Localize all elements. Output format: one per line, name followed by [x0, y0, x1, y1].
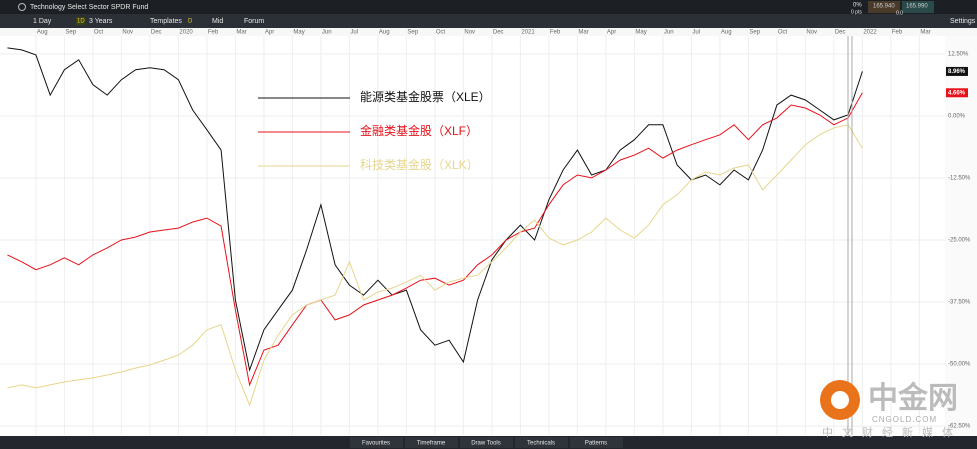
- date-strip: [0, 28, 977, 36]
- tab[interactable]: [570, 437, 623, 448]
- tab-label: Patterns: [585, 441, 607, 447]
- x-tick-label: Apr: [265, 30, 274, 36]
- y-tick-label: 0.00%: [948, 113, 966, 119]
- tab-label: Draw Tools: [471, 441, 501, 447]
- plot: Aug Sep Oct Nov Dec 2020 Feb Mar Apr May Jun Jul Aug…: [0, 30, 971, 435]
- spread: 0.0: [896, 10, 903, 16]
- tab-label: Favourites: [362, 441, 390, 447]
- bid-box[interactable]: [868, 1, 900, 13]
- watermark-logo-icon: [831, 391, 849, 409]
- range-badge: 1D: [77, 19, 85, 25]
- price-axis: [945, 36, 977, 436]
- change-pct: 0%: [853, 3, 862, 9]
- toolbar: [0, 14, 977, 28]
- x-tick-label: Aug: [721, 30, 732, 36]
- x-tick-label: Oct: [94, 30, 104, 36]
- x-tick-label: Feb: [892, 30, 903, 36]
- y-tick-label: -25.00%: [948, 238, 971, 244]
- legend-label: 金融类基金股（XLF）: [360, 123, 478, 138]
- x-tick-label: Sep: [65, 30, 76, 36]
- price-badge: D: [188, 19, 193, 25]
- title-bar: [0, 0, 977, 14]
- change-pts: 0 pts: [851, 9, 862, 15]
- templates[interactable]: Templates: [150, 18, 182, 25]
- interval[interactable]: 1 Day: [33, 18, 52, 25]
- ask-box[interactable]: [902, 1, 934, 13]
- series-line: [7, 47, 863, 372]
- last-value-label: 4.66%: [948, 90, 966, 96]
- y-tick-label: -50.00%: [948, 362, 971, 368]
- tab[interactable]: [350, 437, 403, 448]
- x-tick-label: Nov: [464, 30, 475, 36]
- tab[interactable]: [515, 437, 568, 448]
- x-tick-label: 2020: [179, 30, 193, 36]
- x-tick-label: May: [293, 30, 304, 36]
- x-tick-label: Mar: [236, 30, 246, 36]
- info-icon[interactable]: [18, 3, 26, 11]
- x-tick-label: Apr: [607, 30, 616, 36]
- x-tick-label: Jun: [664, 30, 674, 36]
- x-tick-label: Nov: [806, 30, 817, 36]
- x-tick-label: Jun: [322, 30, 332, 36]
- x-tick-label: Sep: [749, 30, 760, 36]
- last-value-box: [946, 66, 968, 76]
- price-type[interactable]: Mid: [212, 18, 223, 25]
- x-tick-label: Sep: [407, 30, 418, 36]
- x-tick-label: Dec: [151, 30, 162, 36]
- watermark: 中金网 CNGOLD.COM 中文财经新媒体: [820, 380, 962, 439]
- x-tick-label: Dec: [835, 30, 846, 36]
- ask: 165.990: [906, 4, 928, 10]
- last-value-label: 8.96%: [948, 69, 966, 75]
- last-value-box: [946, 88, 968, 98]
- watermark-logo: 中金网: [868, 381, 958, 415]
- x-tick-label: Jul: [350, 30, 358, 36]
- settings[interactable]: Settings: [950, 18, 976, 25]
- x-tick-label: Aug: [379, 30, 390, 36]
- x-tick-label: Dec: [493, 30, 504, 36]
- forum[interactable]: Forum: [244, 18, 264, 25]
- watermark-site: CNGOLD.COM: [872, 415, 937, 424]
- bottom-tabs: Favourites Timeframe Draw Tools Technicals P…: [350, 437, 623, 448]
- x-tick-label: Oct: [436, 30, 446, 36]
- watermark-slogan: 中文财经新媒体: [822, 425, 962, 439]
- x-tick-label: Oct: [778, 30, 788, 36]
- legend-label: 能源类基金股票（XLE）: [360, 89, 491, 104]
- x-tick-label: Feb: [550, 30, 561, 36]
- x-tick-label: Mar: [920, 30, 930, 36]
- x-tick-label: 2022: [863, 30, 877, 36]
- x-tick-label: May: [635, 30, 646, 36]
- y-tick-label: 12.50%: [948, 51, 969, 57]
- series-line: [7, 124, 863, 407]
- series-line: [7, 92, 863, 387]
- x-tick-label: Feb: [208, 30, 219, 36]
- tab[interactable]: [460, 437, 513, 448]
- range[interactable]: 3 Years: [89, 18, 113, 25]
- range-badge-bg: [76, 17, 85, 25]
- x-tick-label: Aug: [37, 30, 48, 36]
- x-tick-label: Jul: [692, 30, 700, 36]
- tab[interactable]: [405, 437, 458, 448]
- y-tick-label: -62.50%: [948, 424, 971, 430]
- y-tick-label: -37.50%: [948, 300, 971, 306]
- bid: 165.940: [873, 4, 895, 10]
- tab-label: Technicals: [527, 441, 555, 447]
- x-tick-label: Nov: [122, 30, 133, 36]
- instrument-title: Technology Select Sector SPDR Fund: [30, 4, 148, 11]
- x-tick-label: 2021: [521, 30, 535, 36]
- y-tick-label: -12.50%: [948, 176, 971, 182]
- x-tick-label: Mar: [578, 30, 588, 36]
- legend-label: 科技类基金股（XLK）: [360, 157, 479, 172]
- tab-label: Timeframe: [417, 441, 446, 447]
